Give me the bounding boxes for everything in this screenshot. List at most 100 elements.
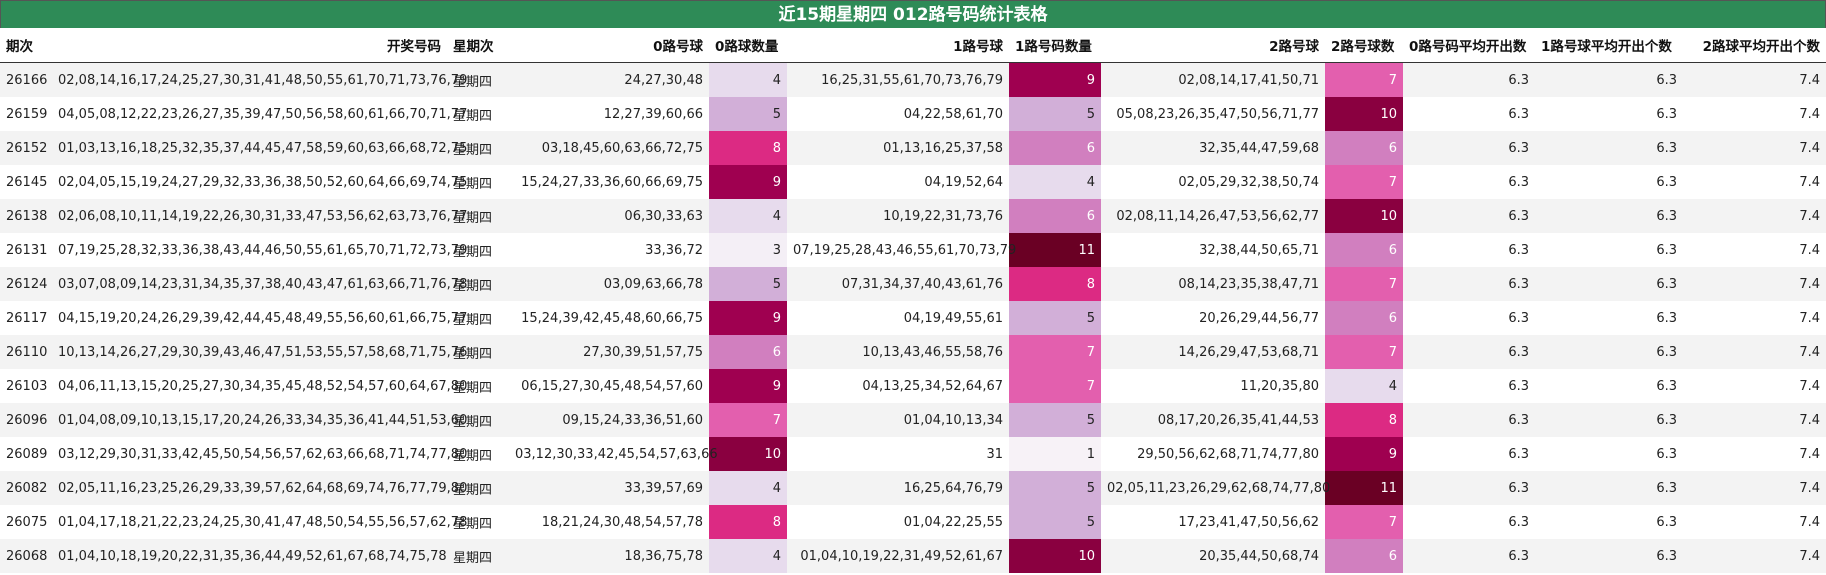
table-row: 26166 02,08,14,16,17,24,25,27,30,31,41,48… <box>0 62 1826 97</box>
draw-numbers-cell: 04,15,19,20,24,26,29,39,42,44,45,48,49,5… <box>52 301 467 335</box>
route0-avg-cell: 6.3 <box>1403 165 1535 199</box>
route2-count-cell: 7 <box>1325 165 1403 199</box>
route1-numbers-cell: 07,19,25,28,43,46,55,61,70,73,79 <box>787 233 1016 267</box>
route2-count-cell: 8 <box>1325 403 1403 437</box>
draw-numbers-cell: 04,05,08,12,22,23,26,27,35,39,47,50,56,5… <box>52 97 467 131</box>
route2-avg-cell: 7.4 <box>1683 199 1826 233</box>
route1-numbers-cell: 16,25,64,76,79 <box>787 471 1009 505</box>
route0-count-cell: 5 <box>709 97 787 131</box>
route0-avg-cell: 6.3 <box>1403 539 1535 573</box>
header-cell: 星期次 <box>447 28 509 63</box>
route2-avg-cell: 7.4 <box>1683 539 1826 573</box>
route2-numbers-cell: 02,05,29,32,38,50,74 <box>1101 165 1325 199</box>
route2-avg-cell: 7.4 <box>1683 403 1826 437</box>
route2-count-cell: 6 <box>1325 539 1403 573</box>
route2-avg-cell: 7.4 <box>1683 471 1826 505</box>
route2-avg-cell: 7.4 <box>1683 301 1826 335</box>
route0-avg-cell: 6.3 <box>1403 403 1535 437</box>
route2-count-cell: 9 <box>1325 437 1403 471</box>
route2-avg-cell: 7.4 <box>1683 233 1826 267</box>
weekday-cell: 星期四 <box>447 62 509 97</box>
route0-numbers-cell: 33,36,72 <box>509 233 709 267</box>
route2-count-cell: 10 <box>1325 97 1403 131</box>
route1-numbers-cell: 16,25,31,55,61,70,73,76,79 <box>787 62 1009 97</box>
route0-count-cell: 4 <box>709 539 787 573</box>
route2-numbers-cell: 11,20,35,80 <box>1101 369 1325 403</box>
route1-avg-cell: 6.3 <box>1535 403 1683 437</box>
route0-count-cell: 10 <box>709 437 787 471</box>
route2-avg-cell: 7.4 <box>1683 165 1826 199</box>
route0-count-cell: 4 <box>709 199 787 233</box>
table-row: 26152 01,03,13,16,18,25,32,35,37,44,45,47… <box>0 131 1826 165</box>
weekday-cell: 星期四 <box>447 131 509 165</box>
route1-count-cell: 8 <box>1009 267 1101 301</box>
route0-numbers-cell: 09,15,24,33,36,51,60 <box>509 403 709 437</box>
route2-count-cell: 7 <box>1325 267 1403 301</box>
route1-numbers-cell: 04,13,25,34,52,64,67 <box>787 369 1009 403</box>
weekday-cell: 星期四 <box>447 437 509 471</box>
route1-count-cell: 7 <box>1009 369 1101 403</box>
route0-numbers-cell: 27,30,39,51,57,75 <box>509 335 709 369</box>
route0-numbers-cell: 18,21,24,30,48,54,57,78 <box>509 505 709 539</box>
route0-avg-cell: 6.3 <box>1403 97 1535 131</box>
weekday-cell: 星期四 <box>447 369 509 403</box>
route1-count-cell: 5 <box>1009 505 1101 539</box>
route2-avg-cell: 7.4 <box>1683 437 1826 471</box>
route1-count-cell: 5 <box>1009 97 1101 131</box>
route2-avg-cell: 7.4 <box>1683 267 1826 301</box>
header-row: 期次 开奖号码 星期次 0路号球 0路球数量 1路号球 1路号码数量 2路号球 … <box>0 28 1826 63</box>
weekday-cell: 星期四 <box>447 505 509 539</box>
issue-cell: 26089 <box>0 437 52 471</box>
route2-avg-cell: 7.4 <box>1683 505 1826 539</box>
issue-cell: 26131 <box>0 233 52 267</box>
issue-cell: 26068 <box>0 539 52 573</box>
issue-cell: 26117 <box>0 301 52 335</box>
route1-numbers-cell: 01,04,22,25,55 <box>787 505 1009 539</box>
route0-count-cell: 9 <box>709 369 787 403</box>
weekday-cell: 星期四 <box>447 403 509 437</box>
route2-count-cell: 10 <box>1325 199 1403 233</box>
header-cell: 1路号球平均开出个数 <box>1535 28 1683 63</box>
route1-numbers-cell: 01,13,16,25,37,58 <box>787 131 1009 165</box>
route0-count-cell: 8 <box>709 131 787 165</box>
weekday-cell: 星期四 <box>447 97 509 131</box>
route1-count-cell: 1 <box>1009 437 1101 471</box>
route2-avg-cell: 7.4 <box>1683 131 1826 165</box>
route2-avg-cell: 7.4 <box>1683 335 1826 369</box>
route1-avg-cell: 6.3 <box>1535 199 1683 233</box>
weekday-cell: 星期四 <box>447 471 509 505</box>
draw-numbers-cell: 02,08,14,16,17,24,25,27,30,31,41,48,50,5… <box>52 62 467 97</box>
route2-count-cell: 6 <box>1325 233 1403 267</box>
route1-numbers-cell: 01,04,10,13,34 <box>787 403 1009 437</box>
table-body: 26166 02,08,14,16,17,24,25,27,30,31,41,48… <box>0 62 1826 573</box>
route2-count-cell: 7 <box>1325 62 1403 97</box>
route1-avg-cell: 6.3 <box>1535 301 1683 335</box>
draw-numbers-cell: 04,06,11,13,15,20,25,27,30,34,35,45,48,5… <box>52 369 467 403</box>
weekday-cell: 星期四 <box>447 233 509 267</box>
header-cell: 2路球平均开出个数 <box>1683 28 1826 63</box>
header-cell: 2路号球 <box>1101 28 1325 63</box>
route2-count-cell: 4 <box>1325 369 1403 403</box>
route2-numbers-cell: 17,23,41,47,50,56,62 <box>1101 505 1325 539</box>
route0-count-cell: 4 <box>709 62 787 97</box>
route2-count-cell: 7 <box>1325 335 1403 369</box>
route1-avg-cell: 6.3 <box>1535 437 1683 471</box>
route0-count-cell: 7 <box>709 403 787 437</box>
route1-count-cell: 6 <box>1009 199 1101 233</box>
draw-numbers-cell: 01,04,17,18,21,22,23,24,25,30,41,47,48,5… <box>52 505 467 539</box>
draw-numbers-cell: 02,04,05,15,19,24,27,29,32,33,36,38,50,5… <box>52 165 467 199</box>
route1-count-cell: 7 <box>1009 335 1101 369</box>
route1-count-cell: 9 <box>1009 62 1101 97</box>
route1-avg-cell: 6.3 <box>1535 97 1683 131</box>
draw-numbers-cell: 01,04,10,18,19,20,22,31,35,36,44,49,52,6… <box>52 539 447 573</box>
route0-avg-cell: 6.3 <box>1403 471 1535 505</box>
draw-numbers-cell: 02,06,08,10,11,14,19,22,26,30,31,33,47,5… <box>52 199 467 233</box>
table-row: 26089 03,12,29,30,31,33,42,45,50,54,56,57… <box>0 437 1826 471</box>
route0-avg-cell: 6.3 <box>1403 301 1535 335</box>
draw-numbers-cell: 01,04,08,09,10,13,15,17,20,24,26,33,34,3… <box>52 403 467 437</box>
issue-cell: 26166 <box>0 62 52 97</box>
route1-avg-cell: 6.3 <box>1535 233 1683 267</box>
route2-numbers-cell: 08,17,20,26,35,41,44,53 <box>1101 403 1325 437</box>
route1-count-cell: 4 <box>1009 165 1101 199</box>
issue-cell: 26138 <box>0 199 52 233</box>
